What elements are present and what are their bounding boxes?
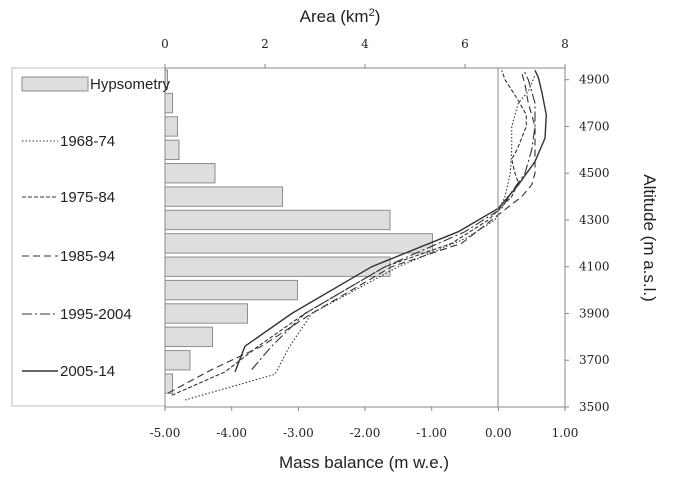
top-tick-label: 0 [161, 37, 169, 51]
right-tick-label: 4900 [579, 73, 610, 87]
hypsometry-bar [164, 233, 433, 254]
hypsometry-bar [164, 116, 178, 137]
right-tick-label: 3700 [579, 353, 610, 367]
top-tick-label: 4 [361, 37, 369, 51]
hypsometry-bar [164, 209, 391, 231]
hypsometry-bar [164, 326, 213, 348]
legend-label-1995-2004: 1995-2004 [60, 306, 132, 323]
hypsometry-bar [164, 92, 173, 114]
hypsometry-bars [164, 69, 433, 394]
bottom-tick-label: 0.00 [485, 426, 512, 440]
right-tick-label: 4300 [579, 213, 610, 227]
legend-label-2005-14: 2005-14 [60, 363, 115, 380]
right-tick-label: 3900 [579, 306, 610, 320]
series-line-1985-94 [168, 72, 536, 394]
series-line-1968-74 [184, 74, 536, 401]
right-tick-label: 4500 [579, 166, 610, 180]
hypsometry-bar [164, 256, 391, 277]
top-tick-label: 6 [461, 37, 469, 51]
bottom-tick-label: -5.00 [150, 426, 181, 440]
right-tick-label: 3500 [579, 400, 610, 414]
bottom-tick-label: 1.00 [552, 426, 579, 440]
hypsometry-bar [164, 163, 216, 184]
mass-balance-lines [168, 70, 548, 401]
hypsometry-bar [164, 186, 283, 207]
hypsometry-bar [164, 373, 173, 394]
bottom-tick-label: -4.00 [216, 426, 247, 440]
hypsometry-bar [164, 303, 248, 324]
legend-label-1968-74: 1968-74 [60, 133, 115, 150]
legend-swatch-hypsometry [21, 76, 89, 92]
legend-label-hypsometry: Hypsometry [90, 76, 171, 93]
series-line-1975-84 [171, 70, 527, 396]
top-axis-title: Area (km2) [300, 7, 381, 26]
hypsometry-bar [164, 350, 191, 371]
hypsometry-bar [164, 279, 298, 301]
hypsometry-bar [164, 139, 180, 161]
legend-panel [11, 67, 166, 407]
legend-label-1985-94: 1985-94 [60, 248, 115, 265]
right-tick-label: 4700 [579, 119, 610, 133]
series-line-2005-14 [234, 70, 548, 373]
bottom-axis-title: Mass balance (m w.e.) [279, 453, 449, 472]
bottom-tick-label: -2.00 [350, 426, 381, 440]
right-axis-title: Altitude (m a.s.l.) [640, 174, 659, 302]
top-tick-label: 8 [561, 37, 569, 51]
legend-label-1975-84: 1975-84 [60, 189, 115, 206]
axis-ticks: 0 2 4 6 8 -5.00 -4.00 -3.00 -2.00 -1.00 0.00 1.0035… [150, 37, 610, 440]
right-tick-label: 4100 [579, 260, 610, 274]
top-tick-label: 2 [261, 37, 269, 51]
legend: Hypsometry 1968-74 1975-84 1985-94 1995-2004… [21, 76, 171, 380]
bottom-tick-label: -1.00 [416, 426, 447, 440]
bottom-tick-label: -3.00 [283, 426, 314, 440]
